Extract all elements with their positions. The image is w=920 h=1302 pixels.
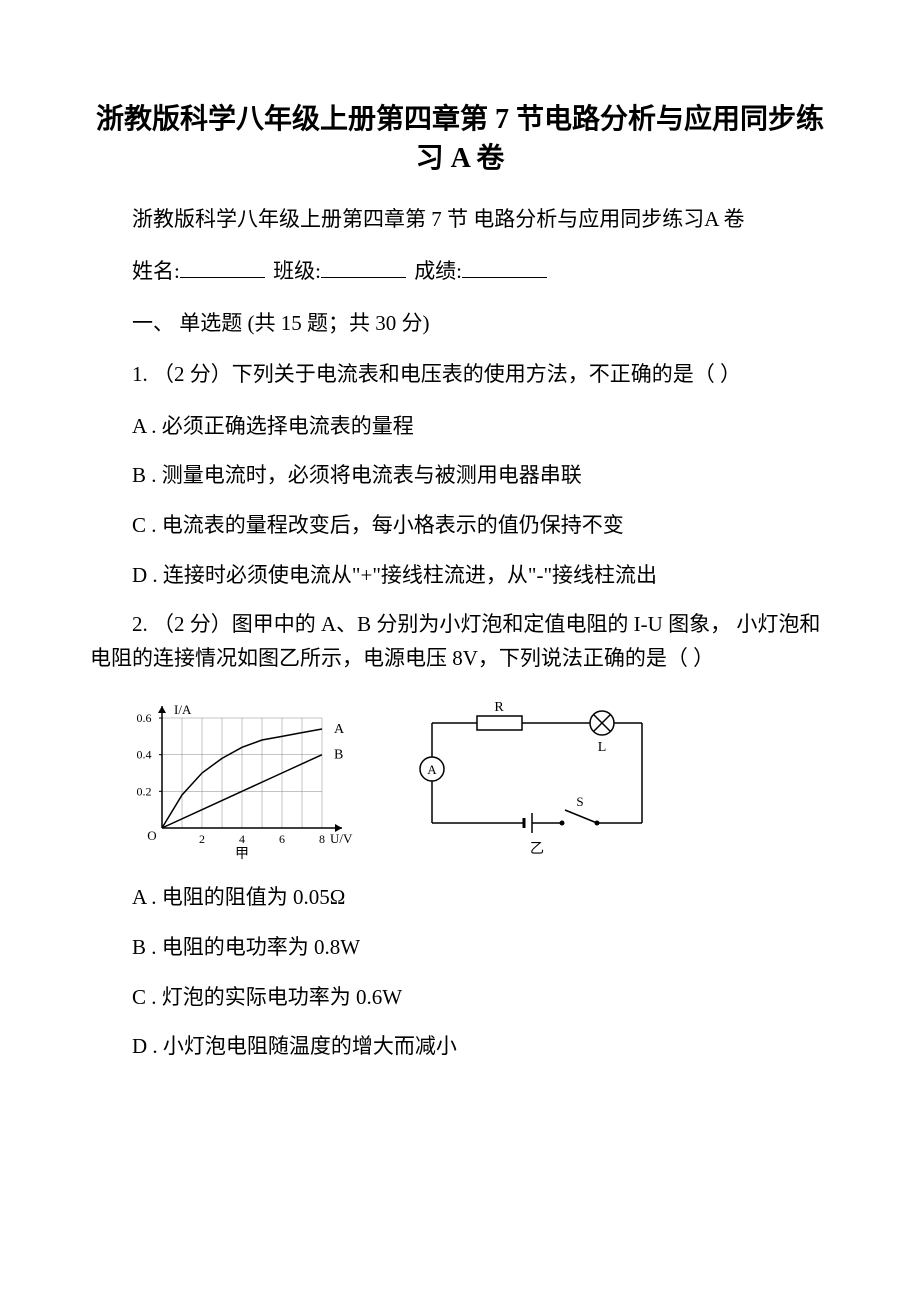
form-line: 姓名: 班级: 成绩: [90, 255, 830, 289]
q1-option-b: B . 测量电流时，必须将电流表与被测用电器串联 [90, 459, 830, 493]
score-blank [462, 277, 547, 278]
q2-option-b: B . 电阻的电功率为 0.8W [90, 931, 830, 965]
question-2: 2. （2 分）图甲中的 A、B 分别为小灯泡和定值电阻的 I-U 图象， 小灯… [90, 608, 830, 675]
subtitle: 浙教版科学八年级上册第四章第 7 节 电路分析与应用同步练习A 卷 [90, 203, 830, 237]
name-label: 姓名: [132, 259, 180, 283]
svg-text:乙: 乙 [530, 841, 544, 857]
svg-text:S: S [576, 794, 583, 809]
svg-text:B: B [334, 748, 343, 763]
svg-text:A: A [334, 722, 345, 737]
svg-text:O: O [147, 828, 156, 843]
question-1: 1. （2 分）下列关于电流表和电压表的使用方法，不正确的是（ ） [90, 358, 830, 392]
figure-container: 0.20.40.62468OI/AU/V甲AB RLSA乙 [122, 693, 830, 863]
q2-option-c: C . 灯泡的实际电功率为 0.6W [90, 981, 830, 1015]
class-label: 班级: [273, 259, 321, 283]
svg-text:0.2: 0.2 [137, 785, 152, 799]
name-blank [180, 277, 265, 278]
svg-text:A: A [427, 762, 437, 777]
svg-text:I/A: I/A [174, 702, 192, 717]
chart-figure: 0.2 0.4 0.6 2 4 6 8 O I/A U/V 甲 AB [122, 693, 362, 863]
q1-option-a: A . 必须正确选择电流表的量程 [90, 410, 830, 444]
svg-text:0.4: 0.4 [137, 748, 152, 762]
svg-text:0.6: 0.6 [137, 711, 152, 725]
svg-text:2: 2 [199, 832, 205, 846]
svg-text:U/V: U/V [330, 831, 353, 846]
circuit-figure: R L S A 乙 [402, 693, 672, 863]
section-1-heading: 一、 单选题 (共 15 题；共 30 分) [90, 307, 830, 341]
q2-option-d: D . 小灯泡电阻随温度的增大而减小 [90, 1030, 830, 1064]
main-title: 浙教版科学八年级上册第四章第 7 节电路分析与应用同步练习 A 卷 [90, 100, 830, 178]
svg-text:8: 8 [319, 832, 325, 846]
svg-text:甲: 甲 [235, 847, 249, 862]
svg-text:L: L [598, 740, 607, 755]
svg-text:R: R [494, 700, 504, 715]
q1-option-d: D . 连接时必须使电流从"+"接线柱流进，从"-"接线柱流出 [90, 559, 830, 593]
q1-option-c: C . 电流表的量程改变后，每小格表示的值仍保持不变 [90, 509, 830, 543]
svg-text:4: 4 [239, 832, 245, 846]
class-blank [321, 277, 406, 278]
q2-option-a: A . 电阻的阻值为 0.05Ω [90, 881, 830, 915]
score-label: 成绩: [414, 259, 462, 283]
svg-text:6: 6 [279, 832, 285, 846]
